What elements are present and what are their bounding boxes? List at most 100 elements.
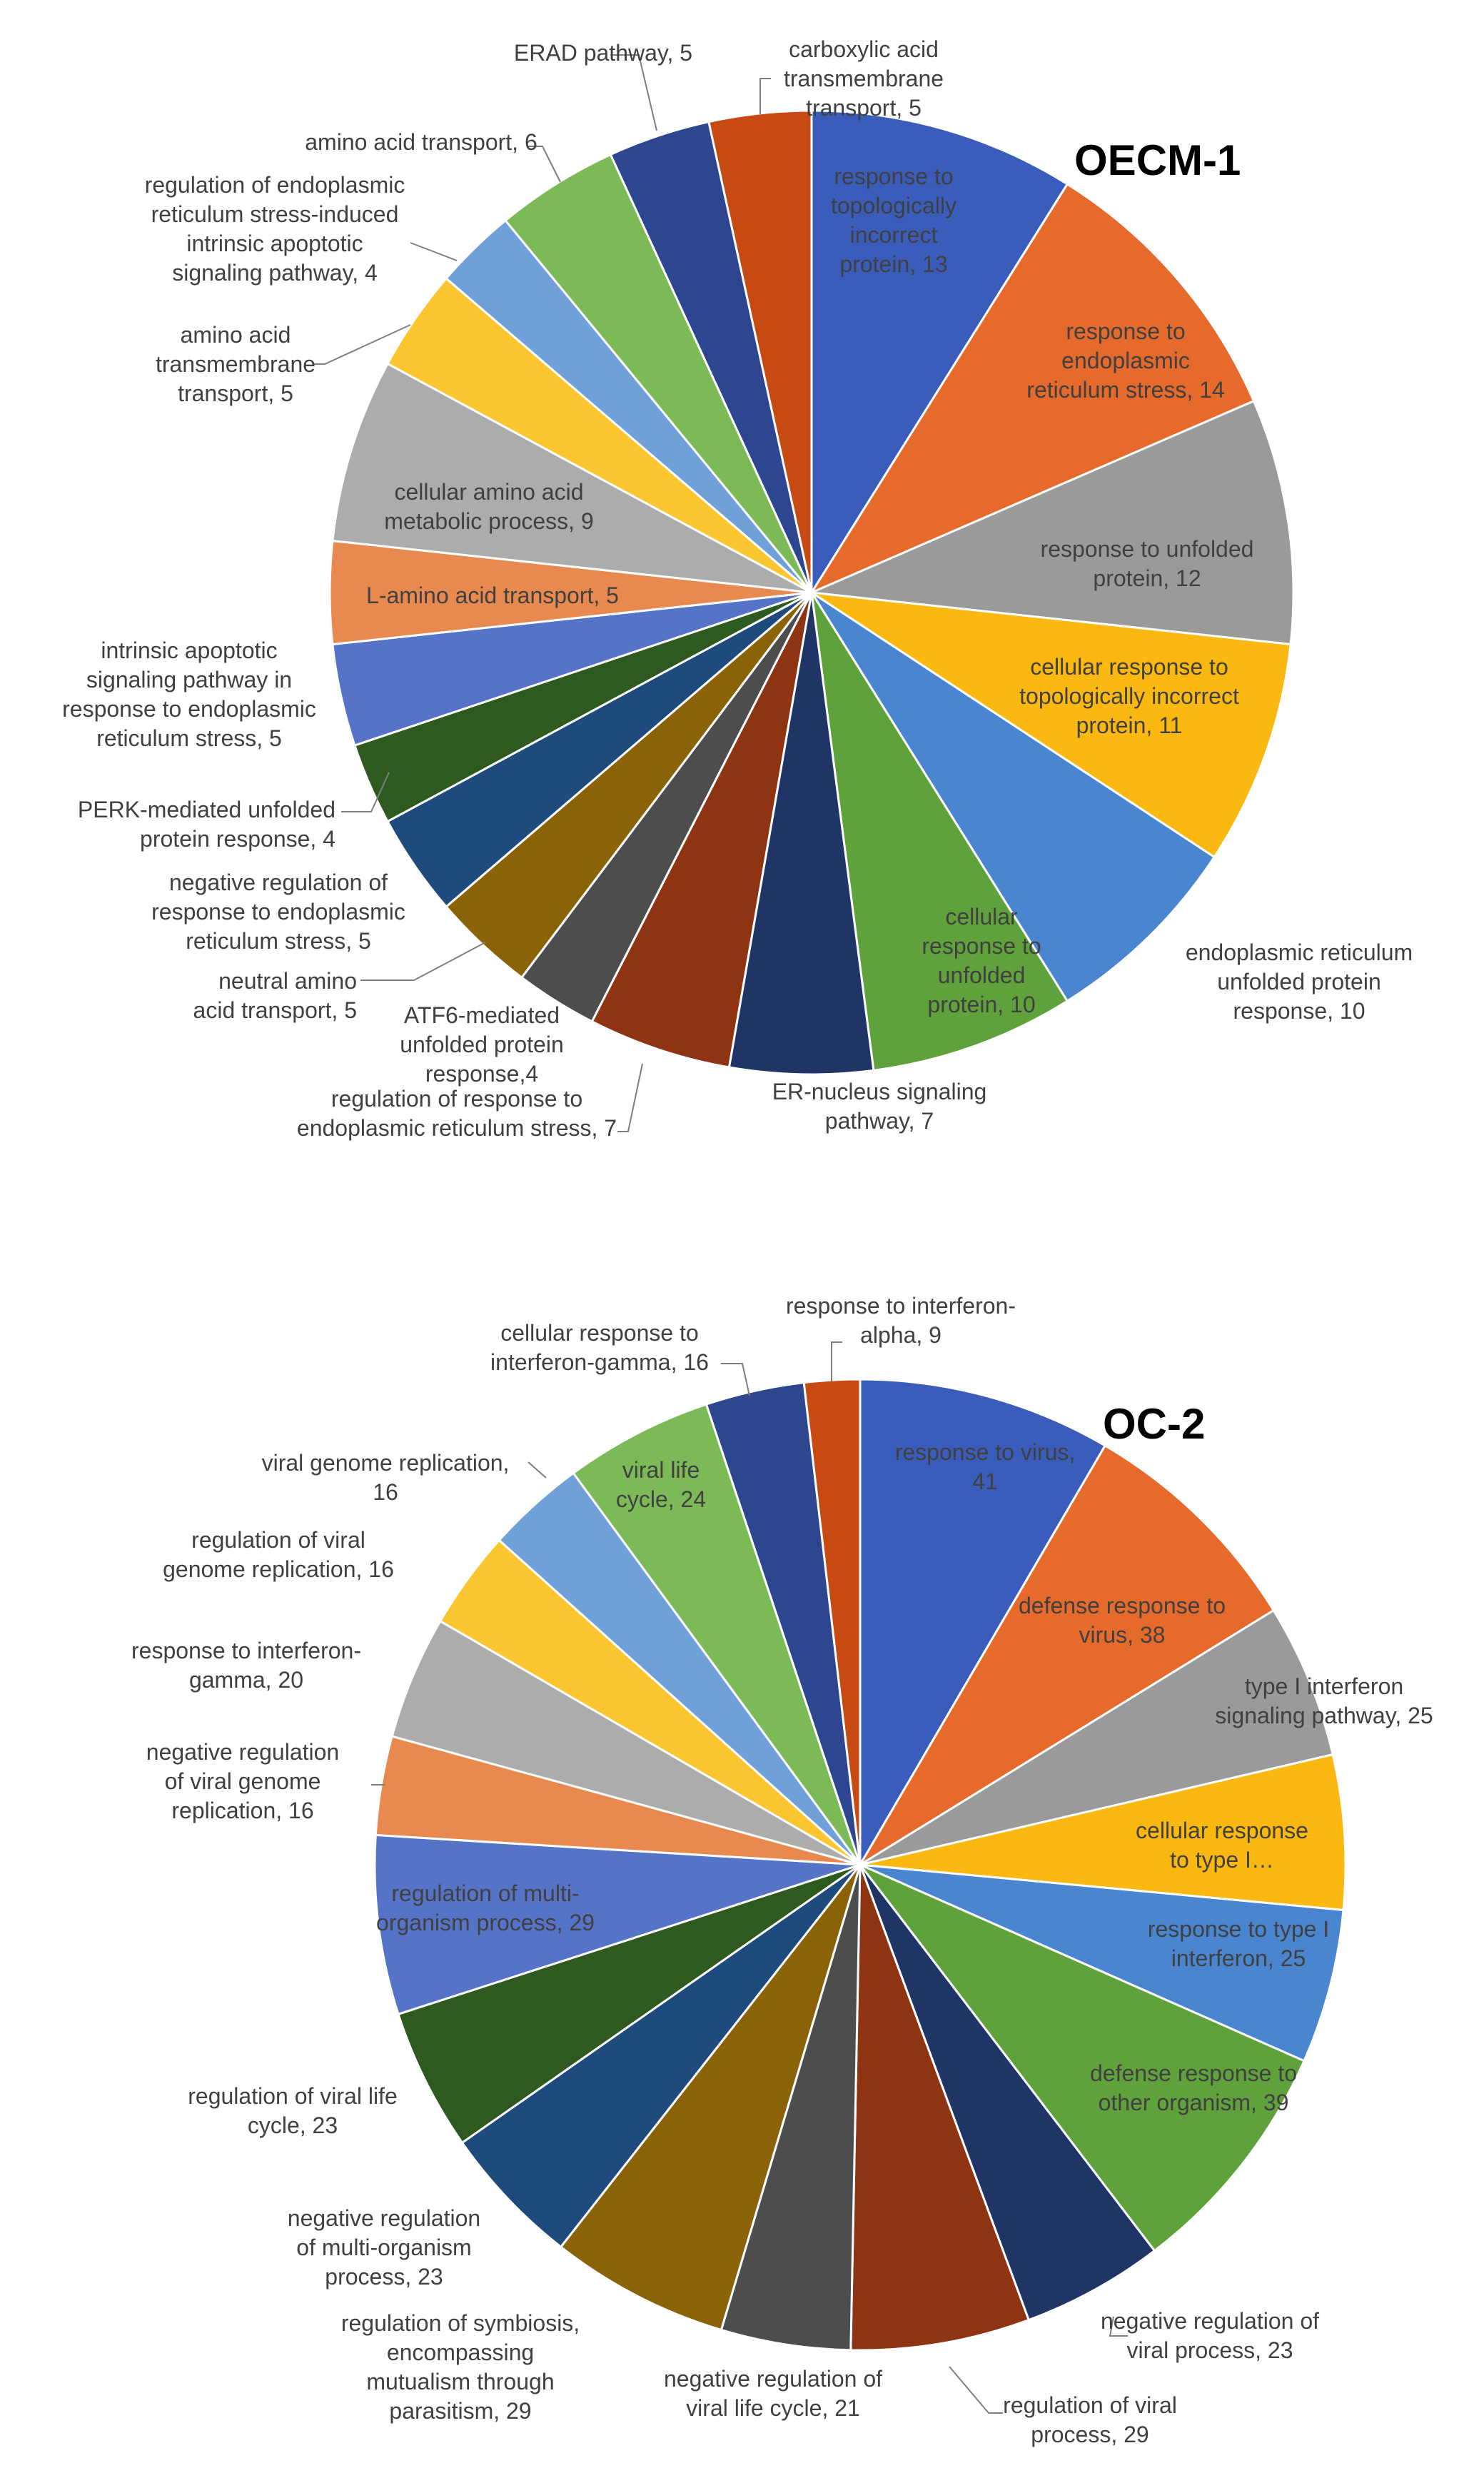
slice-label: endoplasmic reticulum unfolded protein res… bbox=[1186, 940, 1413, 1024]
chart-title-oc2: OC-2 bbox=[1103, 1400, 1205, 1448]
slice-label-line: viral life bbox=[622, 1457, 700, 1483]
slice-label-line: response to interferon- bbox=[131, 1638, 361, 1663]
slice-label: negative regulation of viral life cycle, … bbox=[664, 2366, 882, 2421]
slice-label: ERAD pathway, 5 bbox=[514, 40, 692, 66]
slice-label: carboxylic acid transmembrane transport, 5 bbox=[784, 36, 944, 121]
slice-label-line: replication, 16 bbox=[171, 1798, 313, 1823]
slice-label: defense response to virus, 38 bbox=[1019, 1593, 1226, 1648]
slice-label: ATF6-mediated unfolded protein response,4 bbox=[400, 1002, 564, 1087]
pie-slice bbox=[390, 1619, 861, 1866]
slice-label-line: of viral genome bbox=[165, 1768, 321, 1794]
slice-label: regulation of viral process, 29 bbox=[1003, 2392, 1177, 2447]
slice-label-line: type I interferon bbox=[1245, 1673, 1403, 1699]
slice-label: response to interferon-gamma, 20 bbox=[131, 1638, 361, 1693]
slice-label-line: organism process, 29 bbox=[376, 1910, 595, 1935]
slice-label-line: defense response to bbox=[1019, 1593, 1226, 1618]
leader-line bbox=[617, 1063, 643, 1132]
slice-label-line: protein response, 4 bbox=[140, 826, 335, 852]
leader-line bbox=[831, 1341, 842, 1381]
slice-label-line: transport, 5 bbox=[806, 95, 922, 121]
slice-label-line: response to unfolded bbox=[1041, 536, 1254, 562]
slice-label-line: ER-nucleus signaling bbox=[772, 1079, 987, 1104]
slice-label-line: incorrect bbox=[850, 222, 938, 248]
slice-label-line: unfolded bbox=[938, 962, 1026, 988]
slice-label-line: reticulum stress, 5 bbox=[186, 928, 371, 954]
slice-label-line: interferon, 25 bbox=[1171, 1945, 1306, 1971]
slice-label-line: pathway, 7 bbox=[825, 1108, 934, 1134]
slice-label: viral life cycle, 24 bbox=[616, 1457, 706, 1512]
slice-label: response to topologically incorrect protein… bbox=[831, 163, 956, 277]
pie-slice bbox=[859, 1863, 1345, 2063]
pie-slice bbox=[859, 1378, 1107, 1869]
slice-label-line: protein, 10 bbox=[927, 992, 1035, 1017]
slice-label-line: cycle, 23 bbox=[248, 2112, 338, 2138]
leader-line bbox=[759, 78, 771, 114]
slice-label-line: regulation of symbiosis, bbox=[341, 2310, 580, 2336]
chart-title-oecm1: OECM-1 bbox=[1074, 136, 1241, 184]
slice-label-line: parasitism, 29 bbox=[389, 2398, 531, 2424]
slice-label: response to type I interferon, 25 bbox=[1148, 1916, 1329, 1971]
slice-label-line: viral life cycle, 21 bbox=[686, 2395, 860, 2421]
slice-label: L-amino acid transport, 5 bbox=[366, 583, 619, 608]
slice-label: negative regulation of response to endopl… bbox=[151, 870, 405, 954]
slice-label-line: of multi-organism bbox=[296, 2235, 471, 2260]
slice-label-line: virus, 38 bbox=[1079, 1622, 1166, 1648]
slice-label-line: regulation of multi- bbox=[391, 1880, 579, 1906]
slice-label-line: endoplasmic bbox=[1061, 348, 1190, 373]
slice-label: cellular response to unfolded protein, 10 bbox=[922, 904, 1041, 1017]
slice-label: cellular response to type I… bbox=[1136, 1818, 1308, 1873]
slice-label: intrinsic apoptotic signaling pathway in r… bbox=[62, 638, 316, 751]
slice-label: regulation of symbiosis, encompassing mutu… bbox=[341, 2310, 580, 2424]
slices bbox=[373, 1378, 1347, 2352]
slice-label-line: metabolic process, 9 bbox=[384, 508, 593, 534]
slice-label: cellular amino acid metabolic process, 9 bbox=[384, 479, 593, 534]
slice-label: response to virus, 41 bbox=[895, 1439, 1076, 1494]
slice-label: negative regulation of viral genome replic… bbox=[146, 1739, 339, 1823]
slice-label-line: response to type I bbox=[1148, 1916, 1329, 1942]
slice-label-line: regulation of response to bbox=[331, 1086, 582, 1112]
pie-slice bbox=[559, 1864, 862, 2332]
leader-line bbox=[360, 942, 486, 981]
pie-slice bbox=[859, 1863, 1306, 2252]
pie-slice bbox=[460, 1863, 862, 2249]
slice-label-line: regulation of viral life bbox=[188, 2083, 397, 2109]
pie-slice bbox=[572, 1403, 862, 1865]
slice-label-line: L-amino acid transport, 5 bbox=[366, 583, 619, 608]
slice-label: cellular response to topologically incorr… bbox=[1019, 654, 1239, 738]
slice-label-line: interferon-gamma, 16 bbox=[490, 1349, 709, 1375]
slice-label-line: gamma, 20 bbox=[189, 1667, 303, 1693]
slice-label: regulation of viral life cycle, 23 bbox=[188, 2083, 397, 2138]
slice-label-line: to type I… bbox=[1170, 1847, 1274, 1873]
slice-label-line: amino acid bbox=[181, 322, 291, 348]
slice-label-line: genome replication, 16 bbox=[163, 1556, 394, 1582]
slice-label-line: regulation of viral bbox=[191, 1527, 365, 1553]
slice-label-line: negative regulation of bbox=[664, 2366, 882, 2392]
slice-label-line: transport, 5 bbox=[178, 381, 293, 406]
slice-label-line: reticulum stress-induced bbox=[151, 201, 399, 227]
slice-label-line: response to interferon- bbox=[786, 1293, 1016, 1319]
slice-label-line: cellular bbox=[945, 904, 1018, 930]
pie-slice bbox=[859, 1864, 1156, 2322]
slice-label: amino acid transmembrane transport, 5 bbox=[156, 322, 316, 406]
pie-slice bbox=[810, 592, 1069, 1072]
slice-label-line: response to endoplasmic bbox=[62, 696, 316, 722]
slice-label-line: transmembrane bbox=[784, 66, 944, 91]
slice-label-line: cellular response to bbox=[1030, 654, 1228, 680]
slice-label: neutral amino acid transport, 5 bbox=[193, 968, 357, 1023]
pie-chart-oecm1: OECM-1 response to topologically incorrect… bbox=[62, 36, 1413, 1141]
slice-label-line: unfolded protein bbox=[1217, 969, 1381, 994]
slice-label: amino acid transport, 6 bbox=[305, 129, 537, 155]
slice-label-line: carboxylic acid bbox=[789, 36, 939, 62]
slice-label-line: encompassing bbox=[387, 2340, 534, 2365]
slice-label-line: protein, 11 bbox=[1076, 712, 1183, 738]
pie-slice bbox=[859, 1608, 1335, 1866]
leader-line bbox=[1109, 2316, 1128, 2337]
pie-slice bbox=[807, 399, 1295, 646]
slice-label-line: reticulum stress, 14 bbox=[1026, 377, 1224, 403]
slice-label-line: response to endoplasmic bbox=[151, 899, 405, 925]
slice-label-line: response to bbox=[1066, 318, 1185, 344]
slice-label-line: cellular response to bbox=[500, 1320, 698, 1346]
slice-label: regulation of viral genome replication, 1… bbox=[163, 1527, 394, 1582]
slice-label-line: response to bbox=[922, 933, 1041, 959]
slice-label: viral genome replication, 16 bbox=[262, 1450, 510, 1505]
